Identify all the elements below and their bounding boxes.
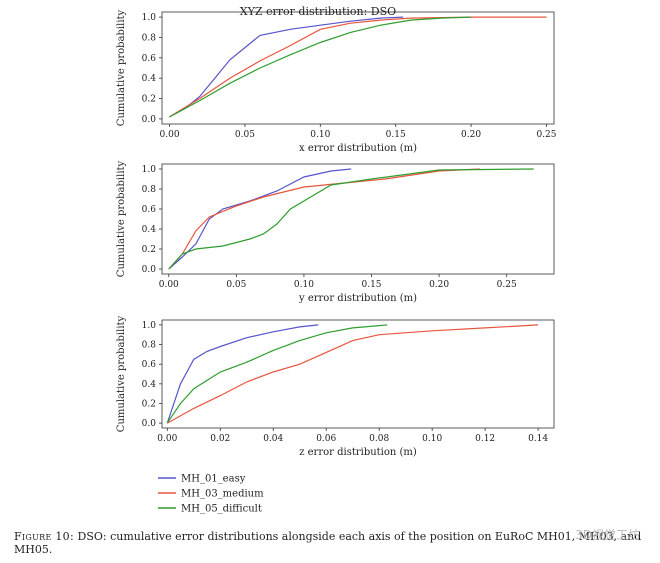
legend-label: MH_05_difficult: [181, 504, 262, 515]
x-tick-label: 0.15: [386, 130, 406, 140]
y-axis-label: Cumulative probability: [116, 160, 127, 277]
x-tick-label: 0.04: [263, 434, 283, 444]
watermark: 3D视觉工坊: [575, 528, 640, 542]
y-tick-label: 0.2: [142, 245, 156, 255]
y-tick-label: 0.6: [142, 54, 157, 64]
x-axis-label: z error distribution (m): [299, 447, 417, 458]
y-tick-label: 0.8: [142, 185, 157, 195]
series-line-mh-01-easy: [166, 324, 319, 424]
y-axis-label: Cumulative probability: [116, 9, 127, 126]
chart-title: XYZ error distribution: DSO: [240, 5, 396, 18]
y-tick-label: 1.0: [142, 13, 157, 23]
x-tick-label: 0.25: [536, 130, 556, 140]
y-tick-label: 1.0: [142, 165, 157, 175]
y-tick-label: 1.0: [142, 321, 157, 331]
series-line-mh-03-medium: [167, 324, 539, 424]
x-tick-label: 0.00: [159, 280, 179, 290]
legend-label: MH_03_medium: [181, 489, 264, 500]
x-tick-label: 0.15: [361, 280, 381, 290]
figure-label: Figure 10:: [14, 530, 74, 543]
x-tick-label: 0.05: [235, 130, 255, 140]
series-line-mh-05-difficult: [169, 16, 472, 118]
x-tick-label: 0.08: [369, 434, 389, 444]
y-tick-label: 0.8: [142, 341, 157, 351]
y-tick-label: 0.0: [142, 265, 157, 275]
x-tick-label: 0.10: [294, 280, 314, 290]
x-tick-label: 0.00: [160, 130, 180, 140]
legend-label: MH_01_easy: [181, 474, 246, 485]
y-tick-label: 0.6: [142, 360, 157, 370]
x-tick-label: 0.10: [310, 130, 330, 140]
x-tick-label: 0.02: [210, 434, 230, 444]
x-tick-label: 0.00: [157, 434, 177, 444]
series-line-mh-03-medium: [169, 16, 547, 118]
y-axis-label: Cumulative probability: [116, 315, 127, 432]
series-line-mh-01-easy: [169, 16, 404, 118]
x-axis-label: y error distribution (m): [298, 293, 417, 304]
x-tick-label: 0.25: [497, 280, 517, 290]
y-tick-label: 0.2: [142, 399, 156, 409]
series-line-mh-05-difficult: [166, 324, 388, 424]
series-line-mh-05-difficult: [168, 168, 534, 270]
x-tick-label: 0.06: [316, 434, 336, 444]
y-tick-label: 0.0: [142, 115, 157, 125]
y-tick-label: 0.0: [142, 419, 157, 429]
x-tick-label: 0.14: [528, 434, 548, 444]
plot-frame-1: [161, 11, 555, 125]
y-tick-label: 0.6: [142, 205, 157, 215]
plot-frame-2: [161, 163, 555, 275]
y-tick-label: 0.2: [142, 95, 156, 105]
x-tick-label: 0.10: [422, 434, 442, 444]
x-tick-label: 0.12: [475, 434, 495, 444]
x-tick-label: 0.20: [461, 130, 481, 140]
y-tick-label: 0.4: [142, 74, 157, 84]
series-line-mh-01-easy: [168, 168, 352, 270]
y-tick-label: 0.4: [142, 225, 157, 235]
figure-caption: Figure 10: DSO: cumulative error distrib…: [14, 530, 654, 556]
plot-frame-3: [161, 319, 555, 429]
y-tick-label: 0.8: [142, 33, 157, 43]
x-axis-label: x error distribution (m): [299, 143, 417, 154]
x-tick-label: 0.20: [429, 280, 449, 290]
y-tick-label: 0.4: [142, 380, 157, 390]
x-tick-label: 0.05: [226, 280, 246, 290]
series-line-mh-03-medium: [168, 168, 480, 270]
caption-text: DSO: cumulative error distributions alon…: [14, 530, 642, 556]
